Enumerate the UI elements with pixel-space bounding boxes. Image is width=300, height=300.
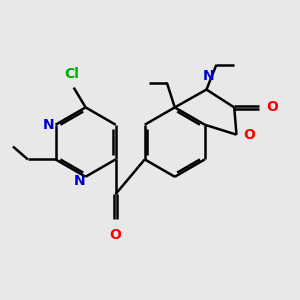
Text: N: N bbox=[74, 174, 85, 188]
Text: O: O bbox=[110, 228, 122, 242]
Text: O: O bbox=[266, 100, 278, 114]
Text: O: O bbox=[243, 128, 255, 142]
Text: N: N bbox=[43, 118, 54, 132]
Text: Cl: Cl bbox=[64, 67, 79, 81]
Text: N: N bbox=[202, 69, 214, 82]
